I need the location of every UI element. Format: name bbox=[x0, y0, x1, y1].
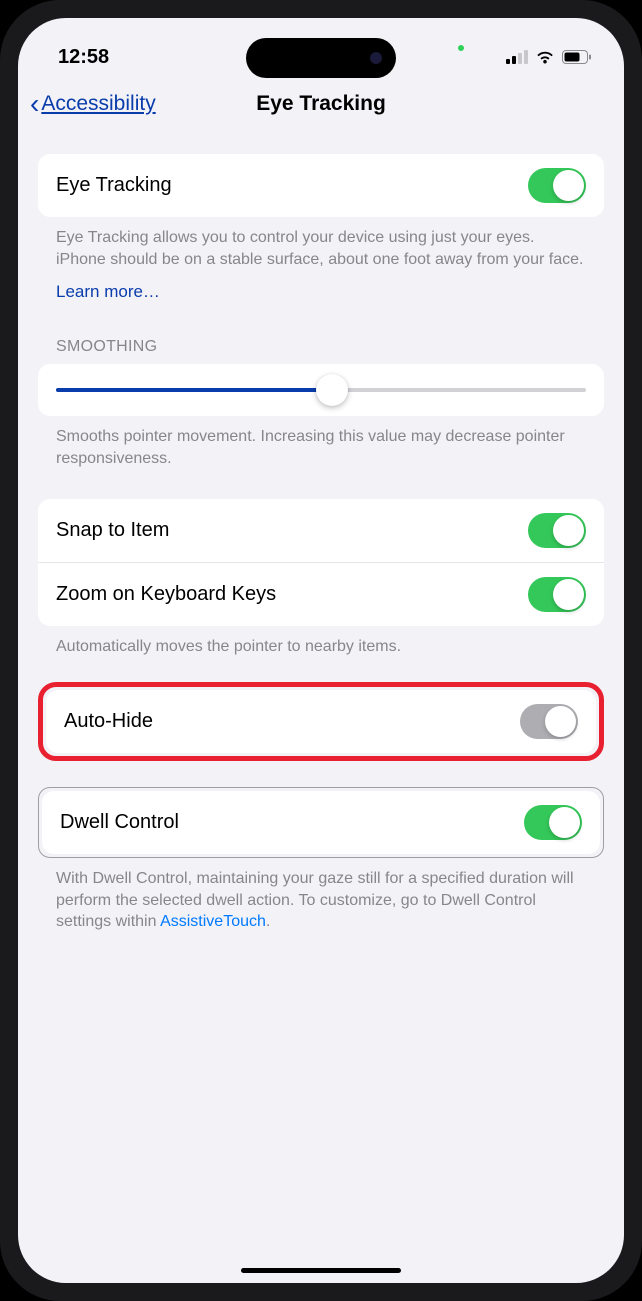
back-button[interactable]: ‹ Accessibility bbox=[30, 90, 156, 118]
snap-description: Automatically moves the pointer to nearb… bbox=[38, 626, 604, 658]
home-indicator[interactable] bbox=[241, 1268, 401, 1273]
toggle-eye-tracking[interactable] bbox=[528, 168, 586, 203]
battery-icon bbox=[562, 50, 592, 64]
status-time: 12:58 bbox=[58, 46, 109, 69]
slider-thumb[interactable] bbox=[316, 374, 348, 406]
wifi-icon bbox=[535, 50, 555, 64]
highlight-dwell: Dwell Control bbox=[38, 787, 604, 858]
row-label: Snap to Item bbox=[56, 519, 169, 542]
chevron-left-icon: ‹ bbox=[30, 90, 39, 118]
toggle-dwell-control[interactable] bbox=[524, 805, 582, 840]
dwell-description: With Dwell Control, maintaining your gaz… bbox=[38, 858, 604, 933]
row-dwell-control: Dwell Control bbox=[42, 791, 600, 854]
eye-tracking-description: Eye Tracking allows you to control your … bbox=[38, 217, 604, 270]
row-label: Dwell Control bbox=[60, 811, 179, 834]
row-eye-tracking: Eye Tracking bbox=[38, 154, 604, 217]
assistivetouch-link[interactable]: AssistiveTouch bbox=[160, 913, 266, 930]
toggle-snap-to-item[interactable] bbox=[528, 513, 586, 548]
learn-more-link[interactable]: Learn more… bbox=[38, 270, 604, 302]
camera-indicator-icon bbox=[458, 45, 464, 51]
row-label: Auto-Hide bbox=[64, 710, 153, 733]
toggle-zoom-keyboard[interactable] bbox=[528, 577, 586, 612]
row-label: Eye Tracking bbox=[56, 174, 172, 197]
back-label: Accessibility bbox=[41, 92, 155, 116]
row-zoom-keyboard: Zoom on Keyboard Keys bbox=[38, 562, 604, 626]
toggle-auto-hide[interactable] bbox=[520, 704, 578, 739]
slider-smoothing[interactable] bbox=[38, 364, 604, 416]
dynamic-island bbox=[246, 38, 396, 78]
row-snap-to-item: Snap to Item bbox=[38, 499, 604, 562]
row-auto-hide: Auto-Hide bbox=[46, 690, 596, 753]
smoothing-header: SMOOTHING bbox=[38, 302, 604, 364]
cellular-icon bbox=[506, 50, 528, 64]
nav-bar: ‹ Accessibility Eye Tracking bbox=[18, 78, 624, 130]
smoothing-description: Smooths pointer movement. Increasing thi… bbox=[38, 416, 604, 469]
row-label: Zoom on Keyboard Keys bbox=[56, 583, 276, 606]
highlight-auto-hide: Auto-Hide bbox=[38, 682, 604, 761]
